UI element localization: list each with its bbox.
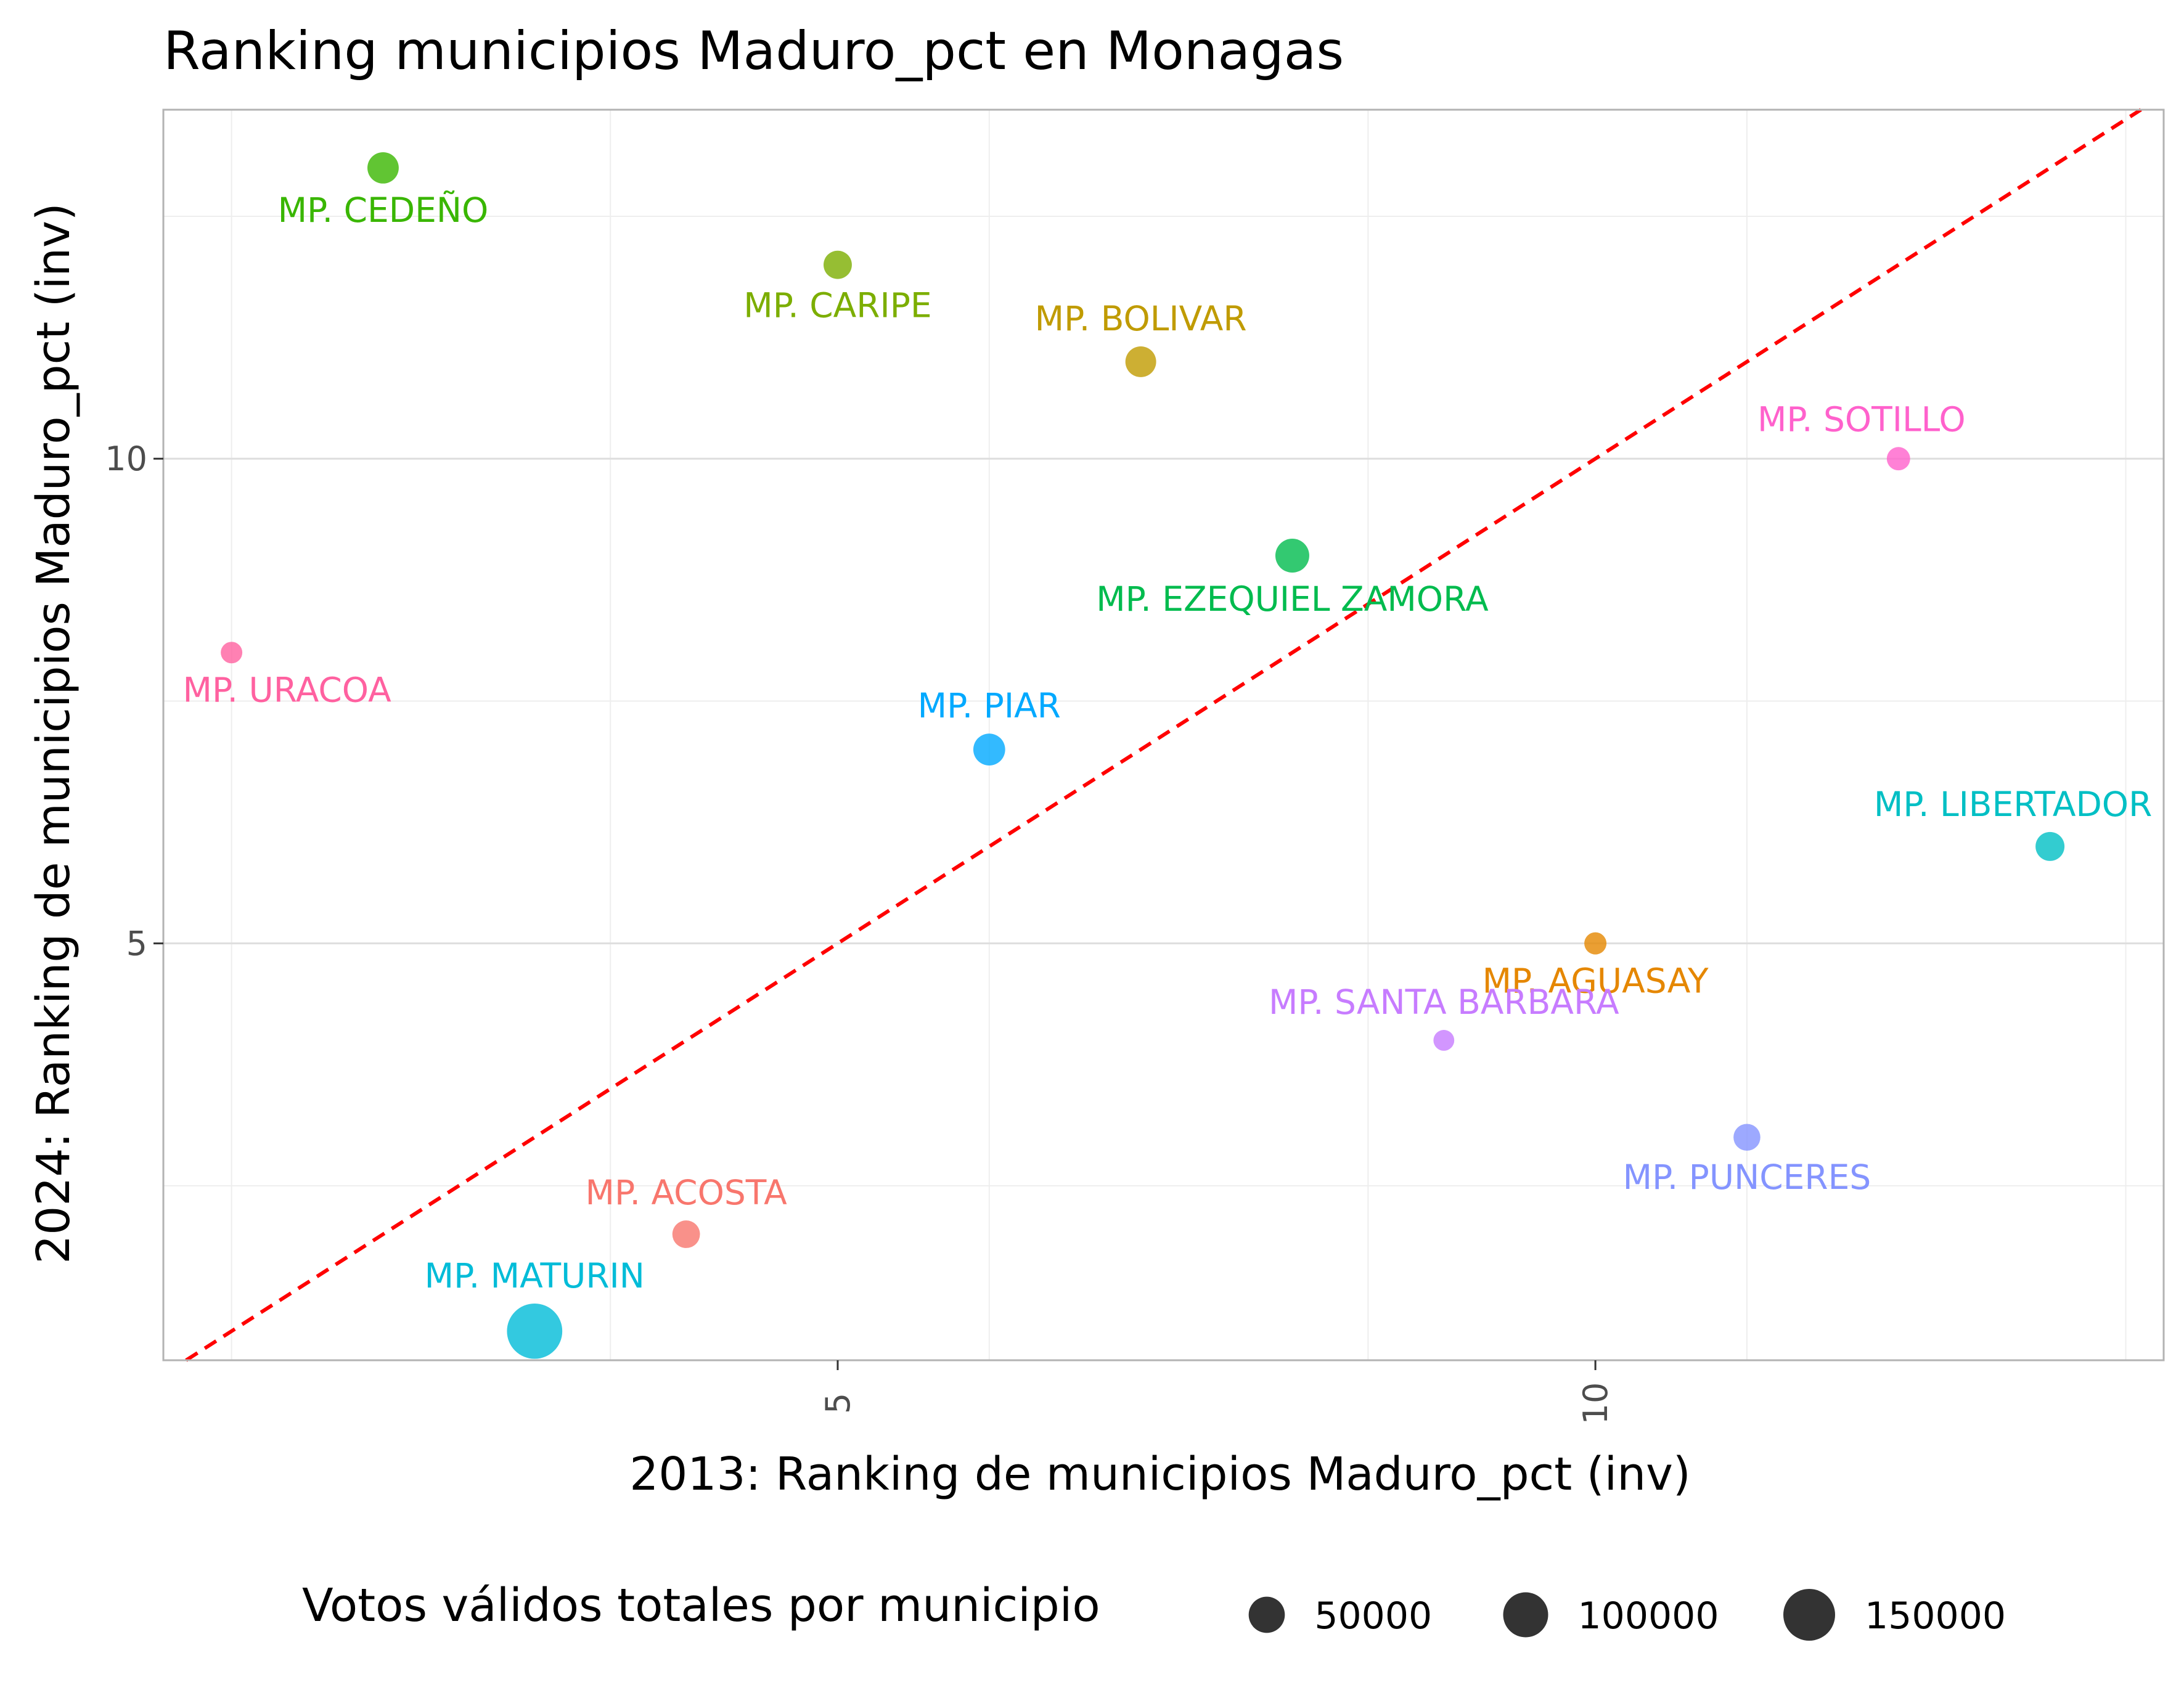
identity-reference-line xyxy=(185,108,2142,1362)
size-legend: Votos válidos totales por municipio 5000… xyxy=(302,1579,2006,1641)
data-point xyxy=(2035,831,2065,861)
point-label: MP. CARIPE xyxy=(743,286,931,325)
data-point xyxy=(1125,346,1156,377)
legend-title: Votos válidos totales por municipio xyxy=(302,1579,1100,1632)
data-point xyxy=(367,152,399,184)
legend-size-circle xyxy=(1783,1589,1835,1641)
legend-label: 100000 xyxy=(1577,1594,1719,1638)
data-point xyxy=(672,1220,700,1248)
point-label: MP. ACOSTA xyxy=(586,1173,788,1212)
x-tick-label: 5 xyxy=(819,1393,857,1414)
x-tick-label: 10 xyxy=(1576,1382,1615,1425)
data-point xyxy=(1433,1030,1455,1051)
point-label: MP. AGUASAY xyxy=(1483,961,1709,1001)
y-tick-label: 10 xyxy=(105,439,147,478)
point-label: MP. PIAR xyxy=(918,686,1061,725)
data-point xyxy=(507,1303,563,1359)
legend-label: 150000 xyxy=(1865,1594,2006,1638)
data-point xyxy=(824,250,852,279)
data-point xyxy=(1886,447,1910,471)
point-label: MP. SANTA BARBARA xyxy=(1269,982,1619,1022)
x-axis-ticks: 5 10 xyxy=(819,1360,1615,1424)
point-label: MP. BOLIVAR xyxy=(1035,299,1247,338)
point-labels: MP. CEDEÑO MP. CARIPE MP. BOLIVAR MP. SOTIL… xyxy=(182,190,2152,1296)
legend-entries: 50000 100000 150000 xyxy=(1248,1589,2006,1641)
point-label: MP. MATURIN xyxy=(425,1256,645,1296)
data-point xyxy=(1275,539,1309,573)
point-label: MP. CEDEÑO xyxy=(278,190,489,230)
legend-label: 50000 xyxy=(1314,1594,1432,1638)
x-axis-title: 2013: Ranking de municipios Maduro_pct (… xyxy=(629,1448,1691,1501)
y-axis-ticks: 5 10 xyxy=(105,439,163,963)
data-points xyxy=(221,152,2065,1359)
point-label: MP. EZEQUIEL ZAMORA xyxy=(1096,579,1489,619)
plot-panel: MP. CEDEÑO MP. CARIPE MP. BOLIVAR MP. SOTIL… xyxy=(162,108,2165,1362)
point-label: MP. SOTILLO xyxy=(1757,399,1966,439)
data-point xyxy=(973,733,1005,765)
data-point xyxy=(1733,1124,1761,1151)
panel-border xyxy=(162,108,2165,1361)
major-gridlines xyxy=(163,457,2164,945)
y-tick-label: 5 xyxy=(126,925,147,963)
point-label: MP. LIBERTADOR xyxy=(1874,785,2152,824)
chart-title: Ranking municipios Maduro_pct en Monagas xyxy=(163,20,1344,82)
point-label: MP. PUNCERES xyxy=(1623,1157,1871,1197)
y-axis-title: 2024: Ranking de municipios Maduro_pct (… xyxy=(27,203,80,1264)
data-point xyxy=(221,642,243,664)
legend-size-circle xyxy=(1503,1592,1548,1638)
data-point xyxy=(1584,932,1607,955)
legend-size-circle xyxy=(1248,1596,1285,1633)
point-label: MP. URACOA xyxy=(182,670,391,709)
minor-gridlines xyxy=(163,110,2164,1360)
